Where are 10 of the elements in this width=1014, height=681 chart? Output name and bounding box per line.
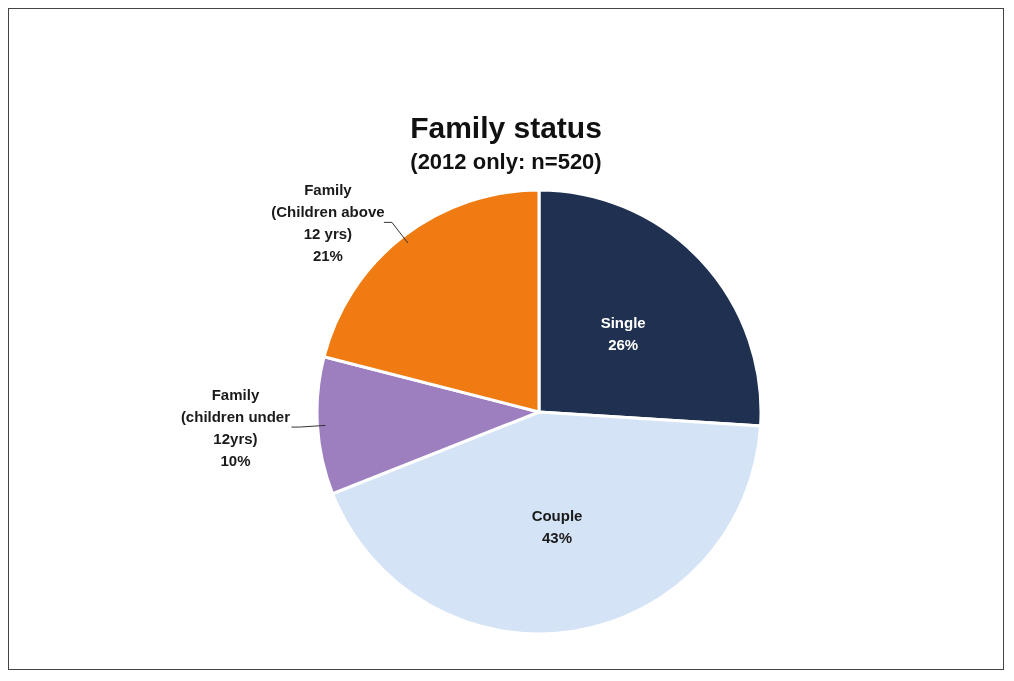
slice-label: Couple [531,506,583,524]
chart-title: Family status [409,111,603,145]
data-label: 10% [220,451,251,469]
slice-label: Family (Children above 12 yrs) [271,180,385,242]
slice-label: Single [600,313,646,331]
data-label: 26% [608,335,639,353]
chart-subtitle: (2012 only: n=520) [409,149,603,175]
data-label: 43% [542,528,573,546]
slice-label: Family (children under 12yrs) [180,385,291,447]
data-label: 21% [312,246,343,264]
